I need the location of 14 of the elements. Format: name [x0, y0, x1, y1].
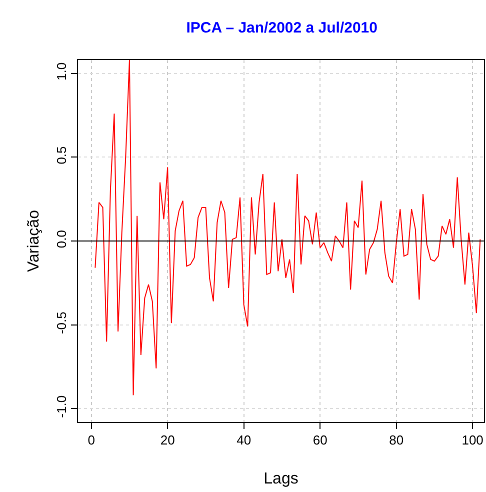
y-tick-label: -0.5 — [54, 312, 69, 334]
y-axis-title: Variação — [26, 210, 43, 272]
x-tick-label: 100 — [462, 432, 484, 448]
chart-title: IPCA – Jan/2002 a Jul/2010 — [186, 20, 378, 37]
y-tick-label: 1.0 — [54, 62, 69, 80]
x-tick-label: 80 — [389, 432, 404, 448]
y-tick-label: 0.5 — [54, 146, 69, 164]
x-axis-title: Lags — [264, 470, 298, 488]
x-tick-label: 60 — [312, 432, 328, 448]
y-tick-label: -1.0 — [54, 395, 69, 418]
y-tick-label: 0.0 — [54, 230, 69, 248]
x-tick-label: 0 — [88, 432, 95, 448]
x-tick-label: 20 — [160, 432, 175, 448]
x-tick-label: 40 — [236, 432, 252, 448]
